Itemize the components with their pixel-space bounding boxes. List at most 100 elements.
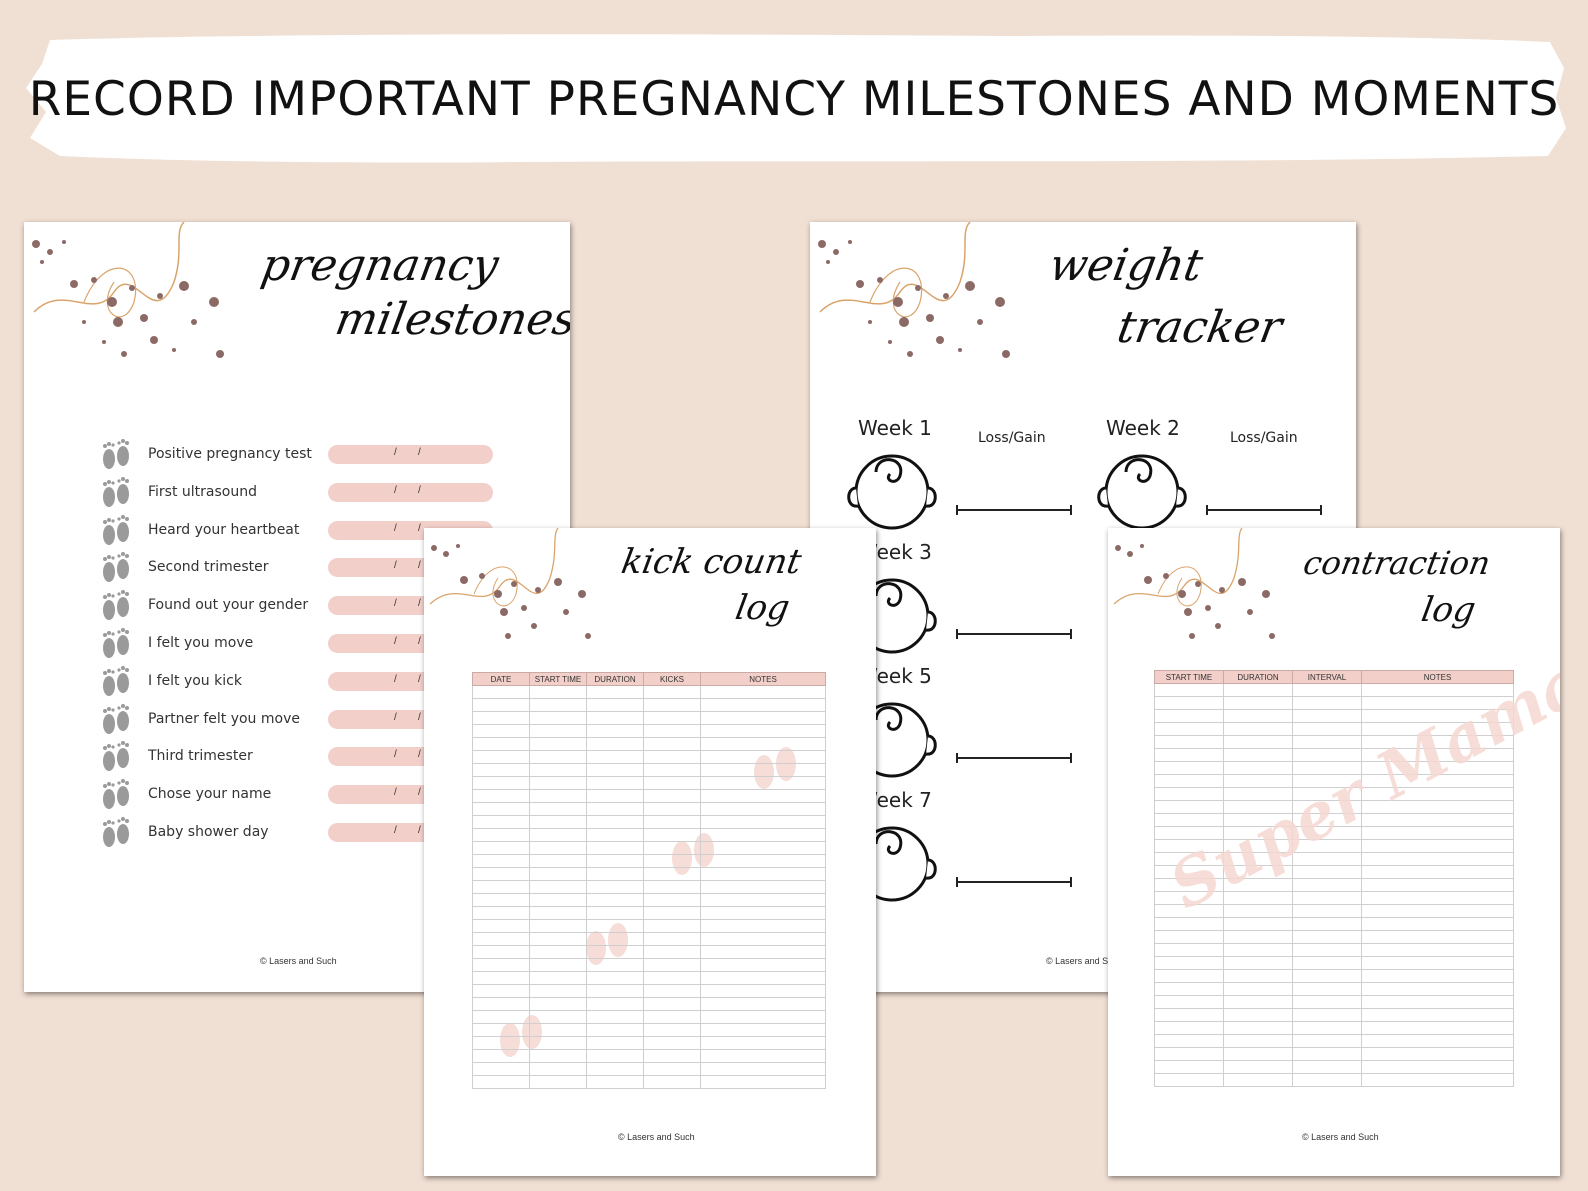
table-cell[interactable] [700, 997, 826, 1011]
table-cell[interactable] [700, 789, 826, 803]
table-cell[interactable] [643, 828, 701, 842]
milestone-date-field[interactable]: / / [328, 482, 493, 502]
table-cell[interactable] [472, 997, 530, 1011]
table-cell[interactable] [700, 932, 826, 946]
table-cell[interactable] [529, 958, 587, 972]
table-cell[interactable] [1292, 722, 1362, 736]
table-cell[interactable] [643, 763, 701, 777]
table-cell[interactable] [586, 776, 644, 790]
table-cell[interactable] [529, 893, 587, 907]
table-cell[interactable] [586, 997, 644, 1011]
table-cell[interactable] [1223, 995, 1293, 1009]
table-cell[interactable] [586, 789, 644, 803]
table-cell[interactable] [472, 763, 530, 777]
table-cell[interactable] [643, 997, 701, 1011]
table-cell[interactable] [1154, 1008, 1224, 1022]
table-cell[interactable] [1223, 761, 1293, 775]
table-cell[interactable] [1361, 1060, 1514, 1074]
table-cell[interactable] [1154, 709, 1224, 723]
table-cell[interactable] [1223, 735, 1293, 749]
table-cell[interactable] [1223, 774, 1293, 788]
table-cell[interactable] [643, 1075, 701, 1089]
table-cell[interactable] [472, 971, 530, 985]
table-cell[interactable] [529, 1049, 587, 1063]
table-cell[interactable] [1292, 709, 1362, 723]
table-cell[interactable] [1154, 813, 1224, 827]
table-cell[interactable] [472, 1010, 530, 1024]
table-cell[interactable] [1361, 969, 1514, 983]
table-cell[interactable] [472, 893, 530, 907]
table-cell[interactable] [472, 1062, 530, 1076]
table-cell[interactable] [643, 919, 701, 933]
table-cell[interactable] [1361, 904, 1514, 918]
table-cell[interactable] [1223, 1060, 1293, 1074]
table-cell[interactable] [529, 789, 587, 803]
table-cell[interactable] [1154, 943, 1224, 957]
table-cell[interactable] [1154, 995, 1224, 1009]
table-cell[interactable] [1361, 995, 1514, 1009]
table-cell[interactable] [472, 906, 530, 920]
table-cell[interactable] [586, 906, 644, 920]
table-cell[interactable] [1223, 956, 1293, 970]
table-cell[interactable] [1154, 787, 1224, 801]
table-cell[interactable] [529, 763, 587, 777]
table-cell[interactable] [700, 750, 826, 764]
table-cell[interactable] [1154, 696, 1224, 710]
table-cell[interactable] [586, 737, 644, 751]
table-cell[interactable] [1154, 982, 1224, 996]
table-cell[interactable] [472, 854, 530, 868]
table-cell[interactable] [1361, 761, 1514, 775]
table-cell[interactable] [472, 737, 530, 751]
table-cell[interactable] [586, 815, 644, 829]
table-cell[interactable] [529, 776, 587, 790]
table-cell[interactable] [1223, 930, 1293, 944]
table-cell[interactable] [1154, 1047, 1224, 1061]
table-cell[interactable] [643, 685, 701, 699]
table-cell[interactable] [529, 841, 587, 855]
table-cell[interactable] [700, 867, 826, 881]
table-cell[interactable] [1361, 787, 1514, 801]
table-cell[interactable] [700, 971, 826, 985]
table-cell[interactable] [529, 1062, 587, 1076]
table-cell[interactable] [1361, 800, 1514, 814]
table-cell[interactable] [1361, 1073, 1514, 1087]
table-cell[interactable] [643, 971, 701, 985]
table-cell[interactable] [1361, 956, 1514, 970]
table-cell[interactable] [1292, 683, 1362, 697]
table-cell[interactable] [643, 698, 701, 712]
table-cell[interactable] [1361, 891, 1514, 905]
table-cell[interactable] [1361, 1021, 1514, 1035]
table-cell[interactable] [529, 724, 587, 738]
table-cell[interactable] [700, 1075, 826, 1089]
table-cell[interactable] [529, 867, 587, 881]
table-cell[interactable] [700, 984, 826, 998]
table-cell[interactable] [529, 1010, 587, 1024]
table-cell[interactable] [529, 971, 587, 985]
table-cell[interactable] [472, 802, 530, 816]
table-cell[interactable] [529, 997, 587, 1011]
table-cell[interactable] [700, 893, 826, 907]
table-cell[interactable] [1223, 982, 1293, 996]
table-cell[interactable] [1361, 1008, 1514, 1022]
table-cell[interactable] [586, 828, 644, 842]
table-cell[interactable] [472, 828, 530, 842]
table-cell[interactable] [586, 945, 644, 959]
table-cell[interactable] [1154, 761, 1224, 775]
table-cell[interactable] [700, 841, 826, 855]
table-cell[interactable] [586, 867, 644, 881]
table-cell[interactable] [1154, 1073, 1224, 1087]
table-cell[interactable] [1292, 1060, 1362, 1074]
table-cell[interactable] [472, 685, 530, 699]
table-cell[interactable] [586, 724, 644, 738]
table-cell[interactable] [700, 1049, 826, 1063]
table-cell[interactable] [1361, 748, 1514, 762]
table-cell[interactable] [529, 1023, 587, 1037]
loss-gain-line[interactable] [956, 629, 1072, 639]
table-cell[interactable] [586, 1075, 644, 1089]
table-cell[interactable] [1292, 696, 1362, 710]
table-cell[interactable] [643, 776, 701, 790]
table-cell[interactable] [700, 919, 826, 933]
table-cell[interactable] [529, 919, 587, 933]
table-cell[interactable] [643, 984, 701, 998]
table-cell[interactable] [529, 828, 587, 842]
